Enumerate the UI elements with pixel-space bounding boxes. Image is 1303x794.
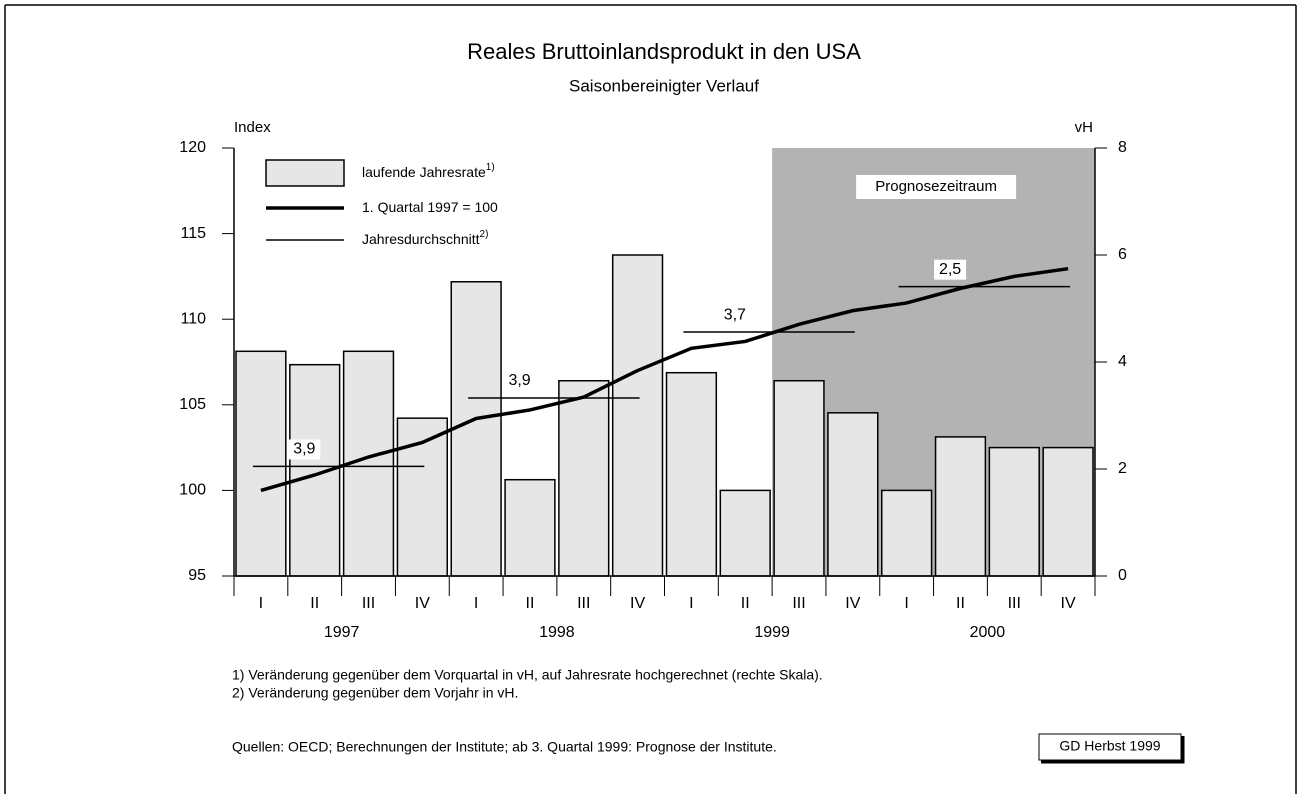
badge: GD Herbst 1999 [1059, 738, 1160, 754]
bar [450, 281, 502, 577]
legend-label: laufende Jahresrate1) [362, 162, 495, 180]
y2-tick-label: 6 [1118, 246, 1127, 263]
bar [773, 379, 825, 577]
x-tick-label: IV [845, 595, 860, 612]
y2-tick-label: 0 [1118, 567, 1127, 584]
bar [988, 446, 1040, 577]
bar [558, 379, 610, 577]
x-tick-label: I [904, 595, 908, 612]
x-tick-label: III [362, 595, 375, 612]
bar [665, 371, 718, 577]
annotation: 3,7 [724, 306, 746, 323]
y-axis-title: Index [234, 119, 271, 136]
annotation-box [288, 439, 321, 460]
forecast-label: Prognosezeitraum [875, 178, 997, 195]
annotation-box [718, 305, 751, 326]
legend-label: 1. Quartal 1997 = 100 [362, 199, 498, 215]
x-tick-label: III [577, 595, 590, 612]
bar [1042, 446, 1094, 577]
x-tick-label: II [310, 595, 319, 612]
x-tick-label: II [526, 595, 535, 612]
y-tick-label: 110 [180, 310, 206, 327]
y-tick-label: 115 [180, 225, 206, 242]
x-tick-label: III [792, 595, 805, 612]
annotation-box [503, 370, 536, 391]
annotation: 3,9 [293, 441, 315, 458]
bar [934, 436, 987, 577]
y-tick-label: 100 [179, 482, 206, 499]
x-tick-label: IV [630, 595, 645, 612]
bar [719, 489, 771, 577]
x-tick-label: I [689, 595, 693, 612]
bar [611, 254, 664, 577]
source: Quellen: OECD; Berechnungen der Institut… [232, 739, 777, 755]
x-tick-label: I [474, 595, 478, 612]
bar [289, 363, 341, 577]
index-line [260, 266, 1069, 493]
x-tick-label: IV [1061, 595, 1076, 612]
bar [504, 478, 556, 577]
legend-note: 1) [486, 162, 495, 173]
y-tick-label: 105 [179, 396, 206, 413]
legend-label-name: Jahresdurchschnitt [362, 231, 480, 247]
y2-tick-label: 8 [1118, 139, 1127, 156]
legend-label-name: 1. Quartal 1997 = 100 [362, 199, 498, 215]
bar [881, 489, 933, 577]
x-group-label: 1997 [324, 624, 360, 641]
x-tick-label: II [741, 595, 750, 612]
y2-axis-title: vH [1075, 119, 1093, 136]
x-tick-label: I [259, 595, 263, 612]
footnote: 1) Veränderung gegenüber dem Vorquartal … [232, 667, 823, 683]
x-group-label: 2000 [970, 624, 1006, 641]
forecast-label-box [856, 175, 1017, 199]
y-tick-label: 120 [179, 139, 206, 156]
legend-swatch [265, 159, 345, 187]
y-tick-label: 95 [188, 567, 206, 584]
footnote: 2) Veränderung gegenüber dem Vorjahr in … [232, 685, 518, 701]
x-group-label: 1999 [754, 624, 790, 641]
bar [827, 412, 879, 577]
x-tick-label: IV [415, 595, 430, 612]
bar [396, 417, 448, 577]
x-group-label: 1998 [539, 624, 575, 641]
badge-box [1038, 733, 1182, 761]
forecast-area [772, 148, 1095, 576]
annotation: 2,5 [939, 261, 961, 278]
chart-title: Reales Bruttoinlandsprodukt in den USA [467, 39, 861, 64]
y2-tick-label: 2 [1118, 460, 1127, 477]
legend-label: Jahresdurchschnitt2) [362, 229, 488, 247]
legend-note: 2) [480, 229, 489, 240]
x-tick-label: III [1008, 595, 1021, 612]
x-tick-label: II [956, 595, 965, 612]
y2-tick-label: 4 [1118, 353, 1127, 370]
annotation-box [934, 259, 967, 280]
annotation: 3,9 [508, 372, 530, 389]
legend-label-name: laufende Jahresrate [362, 164, 486, 180]
badge-shadow [1041, 736, 1185, 764]
bar [235, 350, 287, 577]
chart-subtitle: Saisonbereinigter Verlauf [569, 76, 759, 95]
